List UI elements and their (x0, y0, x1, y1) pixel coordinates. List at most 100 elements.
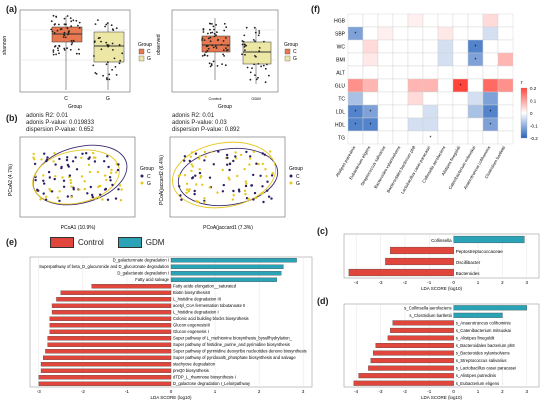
legend-b2-c: C (296, 174, 300, 180)
heatmap-cell (497, 65, 514, 80)
sample-dot (97, 19, 99, 21)
pcoa-point (190, 163, 193, 166)
pcoa-point (53, 177, 56, 181)
sample-dot (78, 27, 81, 29)
x-tick-label: 3 (302, 389, 305, 394)
pcoa-point (232, 159, 235, 163)
sample-dot (224, 64, 227, 67)
pcoa-point (107, 165, 110, 169)
sample-dot (203, 53, 206, 56)
pcoa-point (109, 171, 113, 175)
sample-dot (258, 47, 261, 49)
heatmap-cell (452, 39, 469, 54)
pcoa-point (237, 188, 241, 191)
heatmap-cell (347, 91, 364, 106)
heatmap-cell (407, 26, 424, 41)
pcoa-point (194, 152, 198, 155)
pcoa-point (232, 194, 235, 197)
pcoa-point (105, 178, 108, 182)
pcoa-point (88, 170, 92, 174)
sample-dot (118, 62, 121, 65)
x-tick-label: -1 (427, 389, 431, 394)
sample-dot (246, 66, 249, 69)
pcoa-point (83, 187, 87, 191)
heatmap-cell (392, 117, 409, 132)
sample-dot (52, 49, 55, 52)
pcoa-point (45, 158, 49, 161)
heatmap-cell (482, 52, 499, 67)
heatmap-cell (422, 104, 439, 119)
sample-dot (264, 67, 267, 70)
sample-dot (57, 47, 59, 50)
sample-dot (221, 63, 224, 65)
pcoa-point (48, 176, 51, 179)
bar-label: D_galactose degradation I_Leloirpathway (173, 381, 251, 386)
sample-dot (222, 53, 225, 56)
sample-dot (75, 19, 78, 22)
x-tick-label: -4 (354, 389, 358, 394)
heatmap-cell (437, 104, 454, 119)
significance-star: * (355, 123, 357, 129)
x-tick-label: 1 (477, 389, 480, 394)
pcoa-point (89, 185, 93, 189)
bar-label: s_Alistipes putredinis (456, 373, 496, 378)
pcoa-point (227, 176, 230, 179)
x-tick-label: 3 (526, 389, 529, 394)
heatmap-cell (467, 130, 484, 145)
lda-bar (47, 342, 172, 347)
heatmap-row-label: BMI (336, 58, 345, 64)
legend-b1-title: Group (140, 166, 154, 172)
panel-b: PCoA2 (4.7%) PCoA1 (10.9%) Group C G PCo… (8, 136, 303, 231)
heatmap-row-label: SBP (335, 32, 346, 38)
pcoa-point (271, 172, 274, 175)
pcoa-point (179, 194, 182, 197)
sample-dot (51, 30, 54, 33)
pcoa-point (87, 157, 91, 160)
heatmap-cell (437, 91, 454, 106)
pcoa-point (194, 174, 197, 177)
sample-dot (69, 17, 72, 19)
sample-dot (211, 44, 214, 47)
observed-ylabel: observed (156, 34, 162, 55)
sample-dot (63, 47, 66, 50)
bar-label: Super pathway of histidine_purine_and py… (173, 342, 290, 347)
sample-dot (108, 78, 111, 81)
pcoa-point (65, 158, 69, 162)
pcoa-point (48, 188, 51, 191)
pcoa-point (254, 196, 257, 200)
pcoa-point (232, 189, 235, 193)
heatmap-legend-title: r (521, 80, 523, 86)
pcoa-point (117, 188, 120, 191)
pcoa-point (231, 198, 234, 201)
pcoa-point (43, 182, 46, 185)
sample-dot (241, 53, 243, 56)
lda-bar (40, 362, 172, 367)
pcoa-point (118, 184, 122, 187)
pcoa-point (180, 198, 183, 201)
pcoa-point (42, 174, 45, 177)
pcoa-point (226, 163, 229, 166)
sample-dot (249, 78, 252, 81)
sample-dot (102, 74, 104, 77)
sample-dot (213, 32, 216, 35)
sample-dot (105, 41, 108, 44)
lda-bar (348, 268, 454, 277)
lda-bar (385, 257, 454, 266)
bar-label: Superpathway of beta_D_glucuronide and D… (39, 264, 170, 269)
heatmap-cell (437, 39, 454, 54)
lda-bar (387, 335, 454, 341)
x-tick-label: 0 (452, 280, 455, 285)
pcoa-point (53, 152, 56, 155)
heatmap-cell (452, 91, 469, 106)
pcoa-point (93, 160, 97, 163)
sample-dot (222, 40, 225, 42)
lda-bar (170, 271, 282, 276)
pcoa-point (185, 191, 188, 194)
pcoa-point (42, 179, 45, 182)
x-tick-label: -2 (81, 389, 85, 394)
panel-label-d: (d) (317, 296, 329, 306)
panel-label-a: (a) (6, 4, 17, 14)
pcoa-point (98, 185, 101, 188)
significance-star: * (475, 45, 477, 51)
